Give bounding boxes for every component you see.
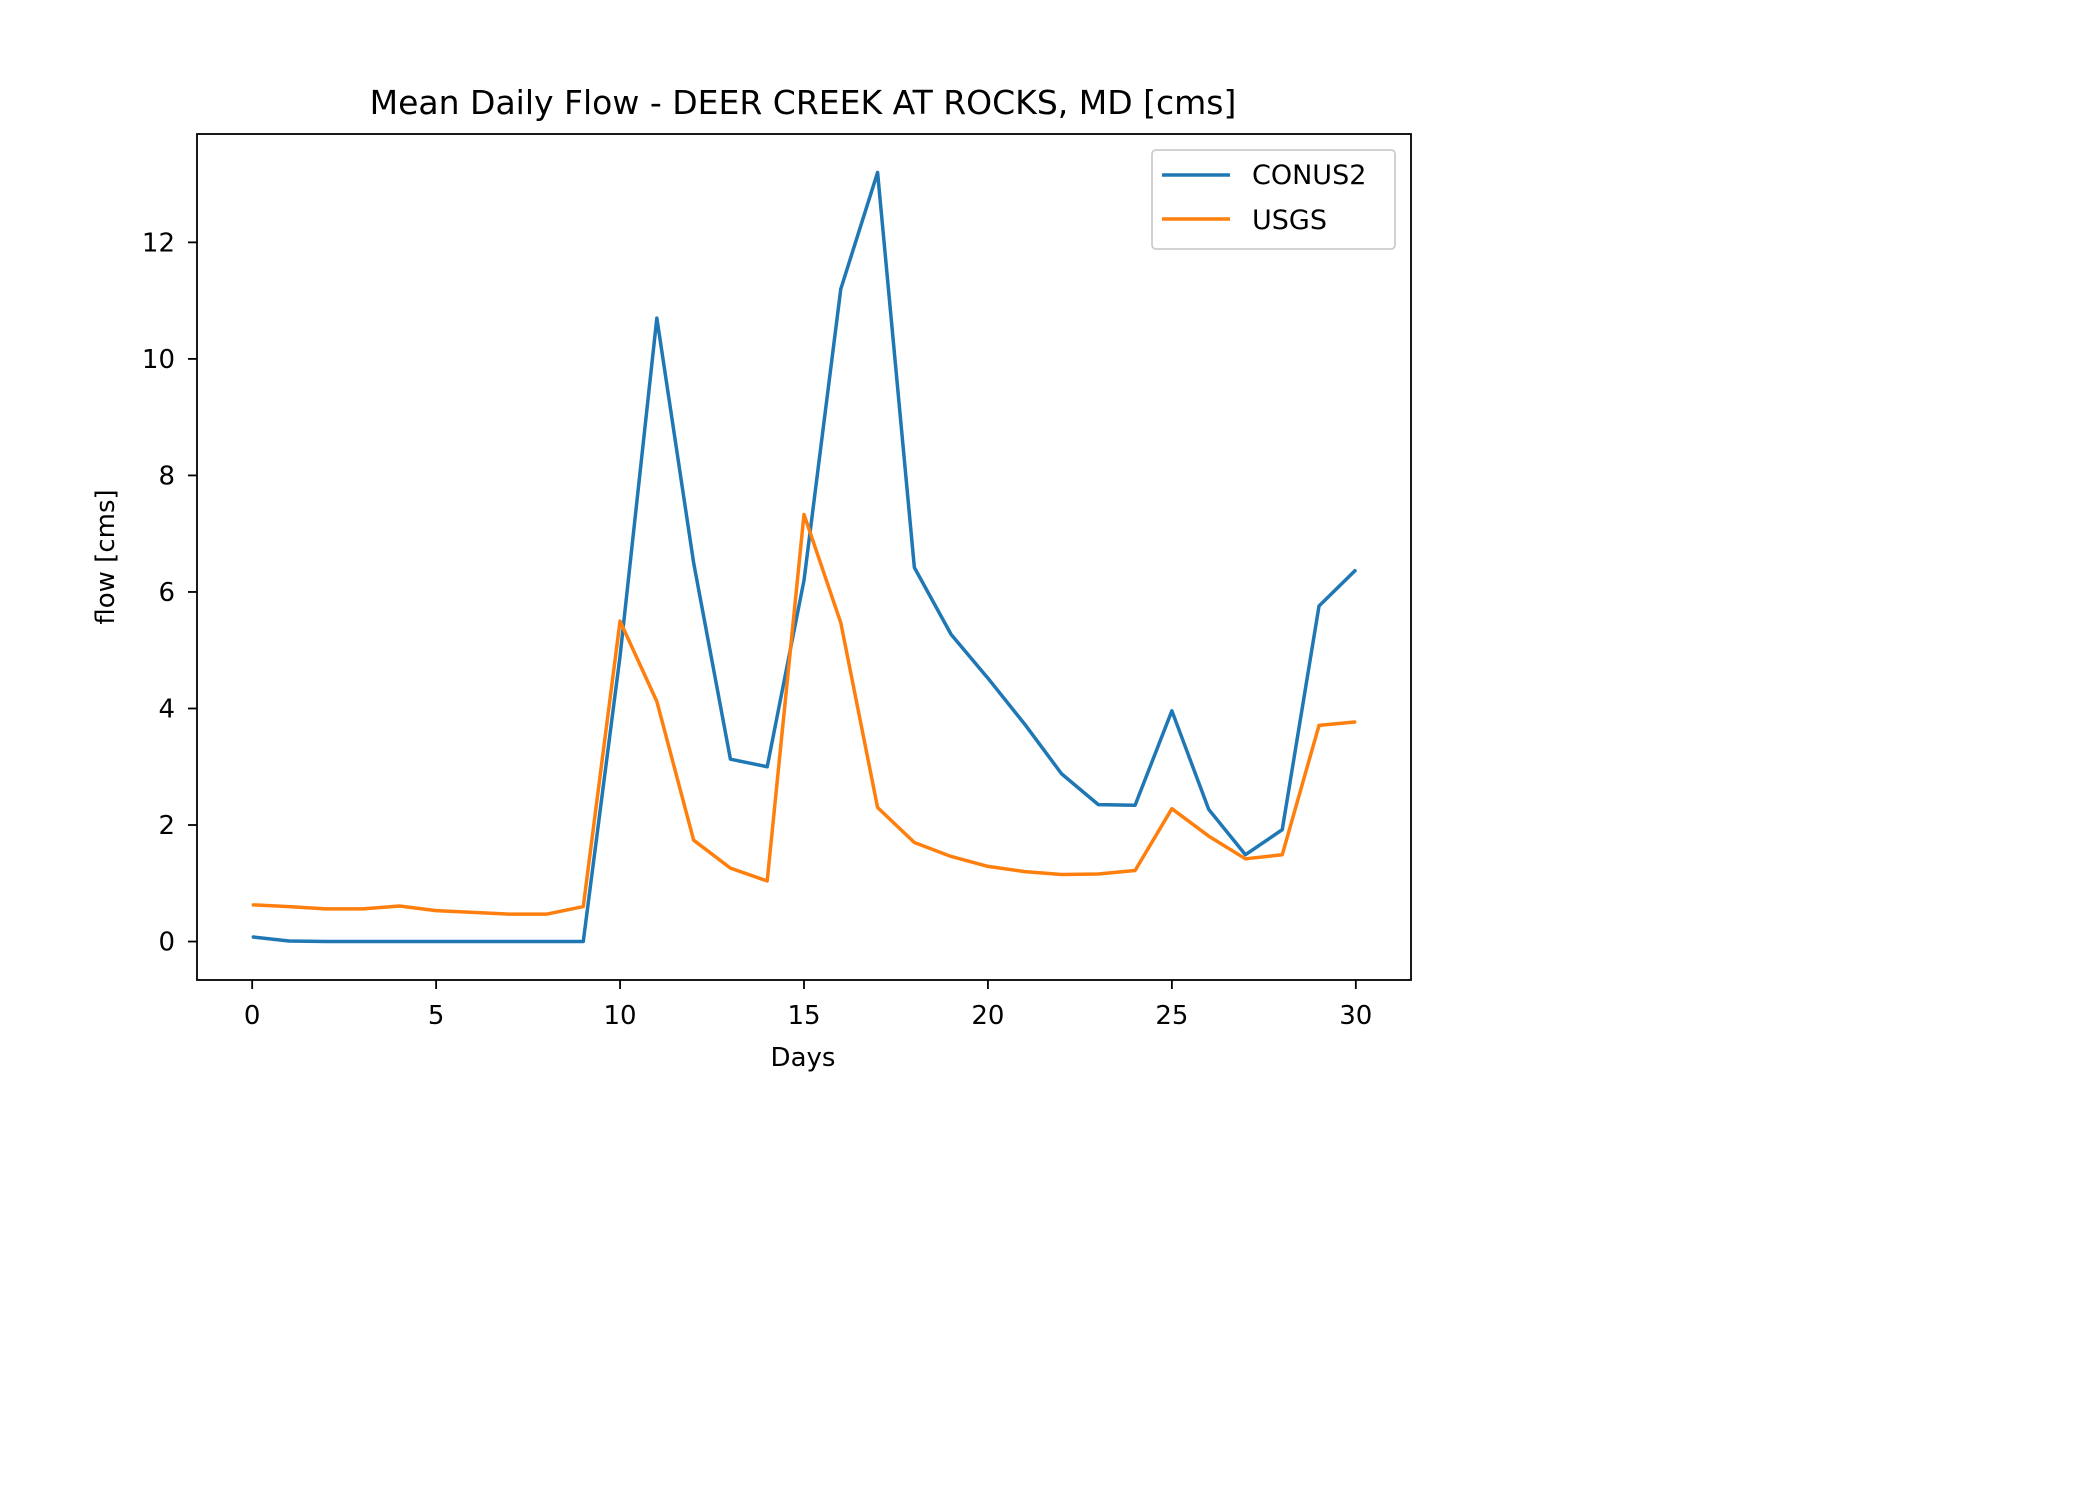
data-point-conus2 xyxy=(1060,772,1063,775)
data-point-conus2 xyxy=(729,758,732,760)
x-tick-label: 25 xyxy=(1155,1001,1188,1031)
data-point-usgs xyxy=(1355,721,1357,723)
data-point-usgs xyxy=(1023,870,1026,873)
data-point-usgs xyxy=(766,880,769,882)
data-point-usgs xyxy=(1318,724,1320,727)
data-point-conus2 xyxy=(324,940,327,943)
data-point-usgs xyxy=(288,905,290,908)
y-axis-label: flow [cms] xyxy=(91,489,121,624)
y-tick-label: 0 xyxy=(158,928,175,958)
data-point-conus2 xyxy=(803,579,805,582)
data-point-usgs xyxy=(1281,853,1284,856)
data-point-usgs xyxy=(987,865,989,868)
data-point-usgs xyxy=(656,700,658,703)
data-point-usgs xyxy=(472,911,474,914)
data-point-usgs xyxy=(950,855,952,858)
data-point-usgs xyxy=(803,513,805,516)
data-point-usgs xyxy=(1097,873,1100,875)
data-point-usgs xyxy=(508,913,511,915)
data-point-usgs xyxy=(839,622,842,624)
data-point-conus2 xyxy=(545,940,548,943)
legend: CONUS2 USGS xyxy=(1151,149,1396,250)
data-point-conus2 xyxy=(582,940,585,943)
data-point-conus2 xyxy=(1171,710,1173,712)
data-point-usgs xyxy=(1060,873,1063,876)
legend-label-conus2: CONUS2 xyxy=(1252,160,1366,191)
data-point-usgs xyxy=(692,839,695,841)
data-point-usgs xyxy=(361,908,364,910)
chart-container: Mean Daily Flow - DEER CREEK AT ROCKS, M… xyxy=(91,83,1412,1073)
data-point-usgs xyxy=(435,909,437,912)
data-point-usgs xyxy=(876,806,879,809)
x-axis-label: Days xyxy=(771,1043,836,1073)
x-tick-label: 0 xyxy=(244,1001,261,1031)
data-point-conus2 xyxy=(692,562,695,564)
y-tick-label: 6 xyxy=(158,578,175,608)
x-tick-label: 10 xyxy=(604,1001,637,1031)
series-layer xyxy=(251,170,1358,944)
data-point-conus2 xyxy=(361,940,364,943)
data-point-usgs xyxy=(324,908,327,910)
data-point-conus2 xyxy=(950,633,952,636)
y-tick-label: 12 xyxy=(142,228,175,258)
data-point-conus2 xyxy=(435,940,437,943)
data-point-conus2 xyxy=(251,936,253,938)
data-point-conus2 xyxy=(1318,605,1320,607)
data-point-conus2 xyxy=(656,317,658,319)
legend-label-usgs: USGS xyxy=(1252,205,1327,236)
data-point-conus2 xyxy=(766,765,769,768)
data-point-usgs xyxy=(1207,835,1210,837)
x-axis-ticks: 0 5 10 15 20 25 30 xyxy=(244,980,1372,1031)
data-point-conus2 xyxy=(1355,569,1357,571)
data-point-conus2 xyxy=(987,677,989,679)
data-point-conus2 xyxy=(1207,808,1210,811)
data-point-conus2 xyxy=(913,566,916,569)
data-point-conus2 xyxy=(1281,828,1284,831)
y-tick-label: 2 xyxy=(158,811,175,841)
data-point-conus2 xyxy=(619,655,621,657)
data-point-usgs xyxy=(1134,869,1136,872)
y-tick-label: 10 xyxy=(142,345,175,375)
data-point-conus2 xyxy=(288,940,290,942)
line-chart: Mean Daily Flow - DEER CREEK AT ROCKS, M… xyxy=(91,83,1412,1073)
x-tick-label: 15 xyxy=(787,1001,820,1031)
y-tick-label: 8 xyxy=(158,461,175,491)
x-tick-label: 30 xyxy=(1339,1001,1372,1031)
y-tick-label: 4 xyxy=(158,694,175,724)
data-point-conus2 xyxy=(1097,803,1100,806)
y-axis-ticks: 0 2 4 6 8 10 12 xyxy=(142,228,197,958)
data-point-usgs xyxy=(398,905,401,907)
data-point-usgs xyxy=(729,867,732,869)
data-point-usgs xyxy=(251,904,253,906)
data-point-usgs xyxy=(1171,807,1173,810)
data-point-conus2 xyxy=(1134,804,1136,807)
data-point-usgs xyxy=(1244,858,1247,860)
data-point-conus2 xyxy=(508,940,511,943)
data-point-usgs xyxy=(913,841,916,844)
data-point-conus2 xyxy=(1244,853,1247,856)
data-point-conus2 xyxy=(1023,723,1026,726)
data-point-conus2 xyxy=(839,288,842,290)
data-point-usgs xyxy=(582,905,585,908)
x-tick-label: 20 xyxy=(971,1001,1004,1031)
chart-title: Mean Daily Flow - DEER CREEK AT ROCKS, M… xyxy=(370,83,1237,122)
x-tick-label: 5 xyxy=(428,1001,445,1031)
data-point-usgs xyxy=(545,913,548,915)
data-point-conus2 xyxy=(876,171,879,174)
data-point-usgs xyxy=(619,620,621,622)
data-point-conus2 xyxy=(398,940,401,943)
data-point-conus2 xyxy=(472,940,474,943)
